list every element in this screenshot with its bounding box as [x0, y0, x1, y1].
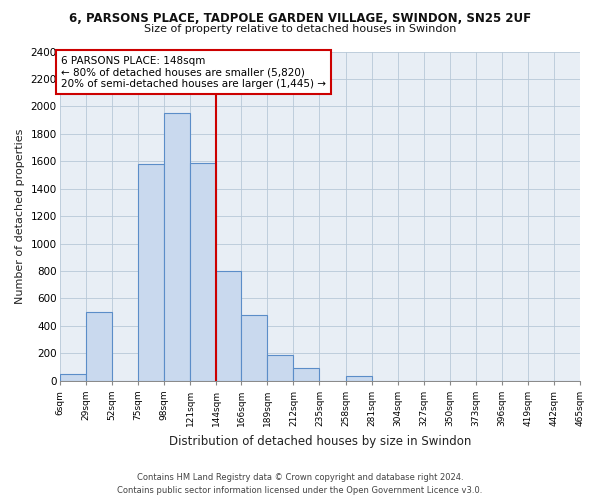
X-axis label: Distribution of detached houses by size in Swindon: Distribution of detached houses by size …: [169, 434, 471, 448]
Bar: [138, 164, 164, 381]
Text: Contains HM Land Registry data © Crown copyright and database right 2024.
Contai: Contains HM Land Registry data © Crown c…: [118, 474, 482, 495]
Bar: [59, 374, 86, 381]
Bar: [86, 312, 112, 381]
Bar: [190, 162, 216, 381]
Bar: [346, 376, 371, 381]
Bar: [267, 356, 293, 381]
Bar: [164, 113, 190, 381]
Bar: [293, 368, 319, 381]
Bar: [241, 315, 267, 381]
Text: Size of property relative to detached houses in Swindon: Size of property relative to detached ho…: [144, 24, 456, 34]
Text: 6 PARSONS PLACE: 148sqm
← 80% of detached houses are smaller (5,820)
20% of semi: 6 PARSONS PLACE: 148sqm ← 80% of detache…: [61, 56, 326, 89]
Bar: [216, 271, 241, 381]
Y-axis label: Number of detached properties: Number of detached properties: [15, 128, 25, 304]
Text: 6, PARSONS PLACE, TADPOLE GARDEN VILLAGE, SWINDON, SN25 2UF: 6, PARSONS PLACE, TADPOLE GARDEN VILLAGE…: [69, 12, 531, 26]
